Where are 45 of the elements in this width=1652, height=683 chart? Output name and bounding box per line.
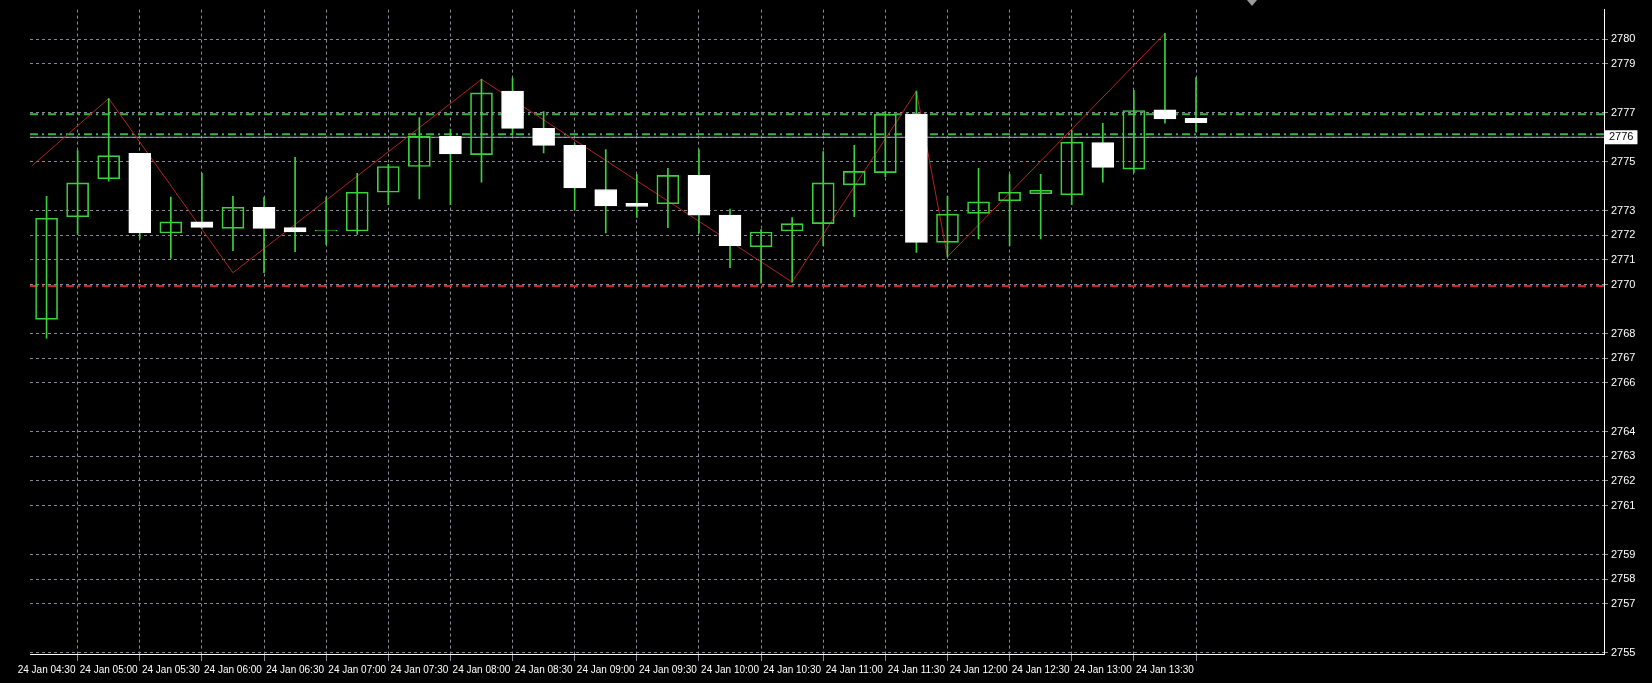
x-tick-label: 24 Jan 04:30 (17, 663, 76, 675)
y-tick-label: 2764 (1611, 424, 1636, 437)
x-tick-label: 24 Jan 13:30 (1136, 663, 1195, 675)
x-tick-label: 24 Jan 06:00 (204, 663, 263, 675)
y-tick-label: 2766 (1611, 375, 1636, 388)
y-tick-label: 2775 (1611, 154, 1636, 167)
y-tick-label: 2779 (1611, 56, 1636, 69)
x-tick-label: 24 Jan 10:30 (763, 663, 822, 675)
y-tick-label: 2771 (1611, 253, 1636, 266)
candlestick (625, 173, 649, 218)
x-tick-label: 24 Jan 12:00 (949, 663, 1008, 675)
x-tick-label: 24 Jan 12:30 (1011, 663, 1071, 675)
x-tick-label: 24 Jan 13:00 (1073, 663, 1133, 675)
x-tick-label: 24 Jan 06:30 (266, 663, 325, 675)
x-tick-label: 24 Jan 08:30 (514, 663, 573, 675)
x-tick-label: 24 Jan 11:30 (887, 663, 946, 675)
candlestick (190, 173, 214, 229)
y-tick-label: 2767 (1611, 351, 1636, 364)
x-tick-label: 24 Jan 05:00 (79, 663, 139, 675)
y-tick-label: 2755 (1611, 645, 1636, 658)
candlestick (1184, 77, 1208, 133)
y-tick-label: 2780 (1611, 32, 1636, 45)
candlestick (283, 157, 307, 252)
y-tick-label: 2759 (1611, 547, 1636, 560)
x-tick-label: 24 Jan 10:00 (701, 663, 760, 675)
x-tick-label: 24 Jan 05:30 (141, 663, 201, 675)
x-tick-label: 24 Jan 09:00 (576, 663, 636, 675)
x-tick-label: 24 Jan 07:00 (328, 663, 387, 675)
y-tick-label: 2768 (1611, 326, 1636, 339)
y-tick-label: 2763 (1611, 449, 1636, 462)
y-tick-label: 2772 (1611, 228, 1636, 241)
x-tick-label: 24 Jan 08:00 (452, 663, 511, 675)
y-tick-label: 2770 (1611, 277, 1636, 290)
y-tick-label: 2761 (1611, 498, 1636, 511)
ref-line-label: 2776 (1609, 130, 1634, 143)
candlestick (1153, 33, 1177, 124)
candlestick (594, 149, 618, 234)
y-tick-label: 2762 (1611, 473, 1636, 486)
y-tick-label: 2758 (1611, 572, 1636, 585)
x-tick-label: 24 Jan 09:30 (638, 663, 698, 675)
y-tick-label: 2773 (1611, 203, 1636, 216)
x-tick-label: 24 Jan 07:30 (390, 663, 449, 675)
y-tick-label: 2777 (1611, 105, 1636, 118)
y-tick-label: 2757 (1611, 596, 1636, 609)
x-tick-label: 24 Jan 11:00 (825, 663, 884, 675)
